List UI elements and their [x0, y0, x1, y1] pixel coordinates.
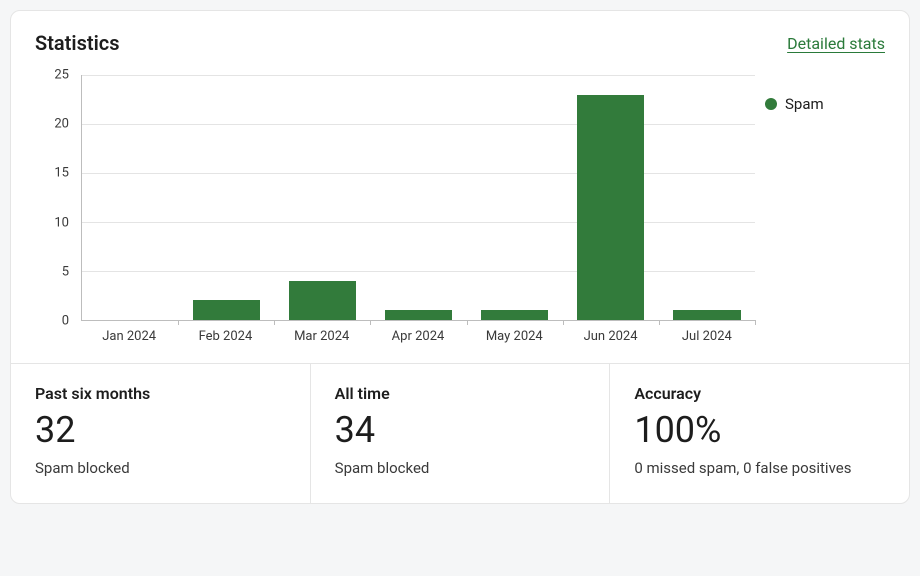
stat-sub: 0 missed spam, 0 false positives [634, 459, 885, 477]
bar [289, 281, 356, 320]
stat-value: 100% [634, 411, 885, 451]
x-tick-label: Jul 2024 [682, 329, 732, 344]
stat-title: Accuracy [634, 384, 885, 403]
x-tickmark [274, 320, 275, 325]
gridline [82, 75, 755, 76]
x-tickmark [370, 320, 371, 325]
x-tick-label: Mar 2024 [294, 329, 349, 344]
y-tick-label: 20 [54, 117, 69, 132]
stat-sub: Spam blocked [335, 459, 586, 477]
chart-container: 0 5 10 15 20 25 Jan 2024 Feb 2024 Mar 2024 Apr 2… [11, 63, 909, 363]
x-tick-label: Jan 2024 [102, 329, 156, 344]
stats-row: Past six months 32 Spam blocked All time… [11, 363, 909, 503]
y-tick-label: 0 [62, 314, 69, 329]
x-tickmark [659, 320, 660, 325]
bar [385, 310, 452, 320]
stat-value: 32 [35, 411, 286, 451]
y-tick-label: 10 [54, 215, 69, 230]
x-tickmark [178, 320, 179, 325]
stat-all-time: All time 34 Spam blocked [311, 364, 611, 503]
gridline [82, 271, 755, 272]
x-tick-label: Feb 2024 [199, 329, 253, 344]
bar [577, 95, 644, 320]
spam-bar-chart: 0510152025 Jan 2024Feb 2024Mar 2024Apr 2… [35, 75, 885, 355]
stat-title: Past six months [35, 384, 286, 403]
gridline [82, 222, 755, 223]
legend-label: Spam [785, 95, 824, 113]
x-tickmark [467, 320, 468, 325]
legend-dot-icon [765, 98, 777, 110]
gridline [82, 173, 755, 174]
y-tick-label: 25 [54, 68, 69, 83]
x-tick-label: Jun 2024 [584, 329, 638, 344]
bar [673, 310, 740, 320]
bar [481, 310, 548, 320]
bar [193, 300, 260, 320]
x-axis: Jan 2024 Feb 2024 Mar 2024 Apr 2024 May 2024… [81, 327, 755, 351]
chart-legend: Spam [765, 95, 885, 113]
detailed-stats-link[interactable]: Detailed stats [787, 34, 885, 53]
x-tickmark [563, 320, 564, 325]
stat-past-six-months: Past six months 32 Spam blocked [11, 364, 311, 503]
stat-value: 34 [335, 411, 586, 451]
stat-title: All time [335, 384, 586, 403]
y-tick-label: 5 [62, 264, 69, 279]
stat-sub: Spam blocked [35, 459, 286, 477]
y-axis: 0510152025 [35, 75, 75, 321]
x-tick-label: May 2024 [486, 329, 543, 344]
statistics-card: Statistics Detailed stats 0 5 10 15 20 25 Jan… [10, 10, 910, 504]
x-tickmark [755, 320, 756, 325]
y-tick-label: 15 [54, 166, 69, 181]
x-tick-label: Apr 2024 [392, 329, 445, 344]
plot-area [81, 75, 755, 321]
card-title: Statistics [35, 31, 120, 55]
gridline [82, 124, 755, 125]
card-header: Statistics Detailed stats [11, 11, 909, 63]
stat-accuracy: Accuracy 100% 0 missed spam, 0 false pos… [610, 364, 909, 503]
